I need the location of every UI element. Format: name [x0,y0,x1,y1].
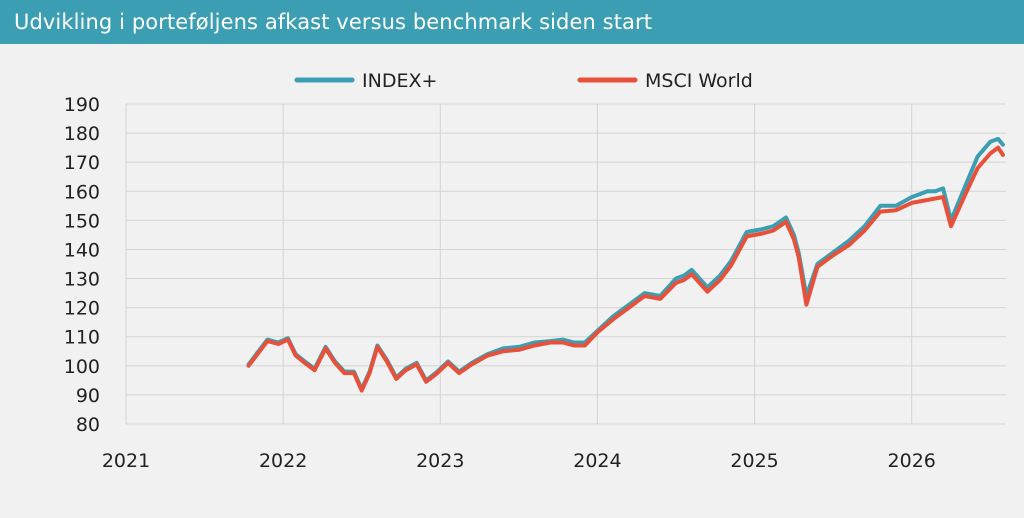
legend-label-index-plus: INDEX+ [362,70,437,92]
x-tick-label: 2022 [259,450,307,472]
y-tick-label: 110 [64,327,100,349]
y-tick-label: 140 [64,239,100,261]
y-tick-label: 100 [64,356,100,378]
x-axis: 2021 2022 2023 2024 2025 2026 [102,450,936,472]
grid [125,103,1006,425]
series-line-index [246,136,1005,392]
x-tick-label: 2023 [416,450,464,472]
x-tick-label: 2024 [573,450,621,472]
y-tick-label: 190 [64,94,100,116]
legend-label-msci-world: MSCI World [645,70,753,92]
y-tick-label: 90 [76,385,100,407]
y-axis: 80 90 100 110 120 130 140 150 160 170 180 190 [64,94,100,436]
y-tick-label: 170 [64,152,100,174]
y-tick-label: 130 [64,269,100,291]
x-tick-label: 2026 [888,450,936,472]
y-tick-label: 120 [64,298,100,320]
chart-title: Udvikling i porteføljens afkast versus b… [14,10,653,34]
chart-header: Udvikling i porteføljens afkast versus b… [0,0,1024,44]
y-tick-label: 150 [64,210,100,232]
legend: INDEX+ MSCI World [294,70,753,92]
y-tick-label: 160 [64,181,100,203]
series-line-msci-world [246,145,1005,393]
y-tick-label: 180 [64,123,100,145]
y-tick-label: 80 [76,414,100,436]
series-lines [246,136,1005,393]
x-tick-label: 2021 [102,450,150,472]
x-tick-label: 2025 [730,450,778,472]
